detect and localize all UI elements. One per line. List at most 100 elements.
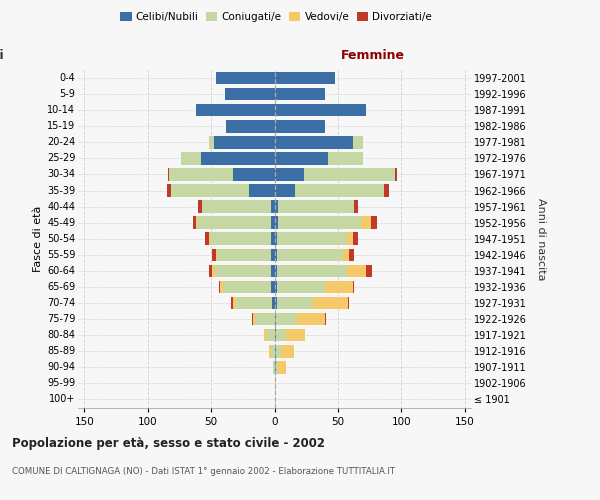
Bar: [205, 232, 209, 245]
Bar: [201, 152, 275, 164]
Bar: [199, 200, 202, 213]
Bar: [277, 264, 347, 277]
Bar: [275, 184, 295, 197]
Bar: [275, 248, 277, 261]
Bar: [214, 136, 275, 148]
Bar: [347, 232, 353, 245]
Bar: [271, 232, 275, 245]
Bar: [325, 280, 353, 293]
Bar: [269, 345, 271, 358]
Bar: [277, 280, 325, 293]
Bar: [169, 168, 233, 180]
Bar: [275, 232, 277, 245]
Y-axis label: Anni di nascita: Anni di nascita: [536, 198, 546, 280]
Bar: [251, 313, 253, 326]
Bar: [286, 329, 305, 342]
Bar: [253, 313, 256, 326]
Bar: [271, 200, 275, 213]
Bar: [298, 313, 325, 326]
Bar: [277, 248, 343, 261]
Bar: [348, 297, 349, 310]
Bar: [220, 280, 223, 293]
Bar: [232, 297, 233, 310]
Bar: [193, 216, 196, 229]
Bar: [210, 232, 271, 245]
Bar: [349, 248, 355, 261]
Bar: [277, 232, 347, 245]
Bar: [226, 120, 275, 132]
Bar: [225, 88, 275, 101]
Bar: [223, 280, 271, 293]
Bar: [275, 200, 278, 213]
Bar: [276, 329, 286, 342]
Bar: [395, 168, 397, 180]
Bar: [249, 184, 275, 197]
Bar: [275, 216, 278, 229]
Bar: [236, 297, 272, 310]
Bar: [219, 280, 220, 293]
Text: Maschi: Maschi: [0, 48, 4, 62]
Bar: [209, 136, 214, 148]
Bar: [275, 264, 277, 277]
Bar: [313, 297, 348, 310]
Bar: [277, 297, 313, 310]
Bar: [275, 297, 277, 310]
Bar: [217, 248, 271, 261]
Bar: [272, 297, 275, 310]
Bar: [343, 248, 349, 261]
Bar: [275, 88, 325, 101]
Bar: [197, 216, 271, 229]
Bar: [276, 313, 298, 326]
Bar: [361, 216, 371, 229]
Bar: [304, 168, 395, 180]
Bar: [271, 264, 275, 277]
Y-axis label: Fasce di età: Fasce di età: [32, 206, 43, 272]
Bar: [275, 120, 325, 132]
Bar: [233, 297, 236, 310]
Bar: [278, 216, 361, 229]
Bar: [271, 248, 275, 261]
Bar: [267, 329, 275, 342]
Bar: [170, 184, 249, 197]
Bar: [295, 184, 383, 197]
Bar: [355, 200, 358, 213]
Bar: [216, 72, 275, 85]
Text: Femmine: Femmine: [341, 48, 405, 62]
Text: COMUNE DI CALTIGNAGA (NO) - Dati ISTAT 1° gennaio 2002 - Elaborazione TUTTITALIA: COMUNE DI CALTIGNAGA (NO) - Dati ISTAT 1…: [12, 468, 395, 476]
Bar: [265, 329, 267, 342]
Bar: [212, 248, 216, 261]
Text: Popolazione per età, sesso e stato civile - 2002: Popolazione per età, sesso e stato civil…: [12, 438, 325, 450]
Bar: [353, 232, 358, 245]
Bar: [275, 104, 366, 117]
Bar: [271, 345, 275, 358]
Bar: [276, 345, 281, 358]
Bar: [366, 264, 372, 277]
Bar: [209, 232, 210, 245]
Bar: [275, 377, 276, 390]
Bar: [233, 168, 275, 180]
Bar: [196, 104, 275, 117]
Bar: [278, 200, 355, 213]
Bar: [275, 345, 276, 358]
Bar: [196, 216, 197, 229]
Bar: [276, 361, 278, 374]
Bar: [275, 361, 276, 374]
Bar: [371, 216, 377, 229]
Legend: Celibi/Nubili, Coniugati/e, Vedovi/e, Divorziati/e: Celibi/Nubili, Coniugati/e, Vedovi/e, Di…: [116, 8, 436, 26]
Bar: [275, 313, 276, 326]
Bar: [202, 200, 271, 213]
Bar: [273, 361, 275, 374]
Bar: [281, 345, 293, 358]
Bar: [271, 280, 275, 293]
Bar: [215, 264, 271, 277]
Bar: [325, 313, 326, 326]
Bar: [216, 248, 217, 261]
Bar: [353, 136, 363, 148]
Bar: [167, 184, 170, 197]
Bar: [181, 152, 201, 164]
Bar: [275, 136, 353, 148]
Bar: [328, 152, 363, 164]
Bar: [212, 264, 215, 277]
Bar: [271, 216, 275, 229]
Bar: [353, 280, 355, 293]
